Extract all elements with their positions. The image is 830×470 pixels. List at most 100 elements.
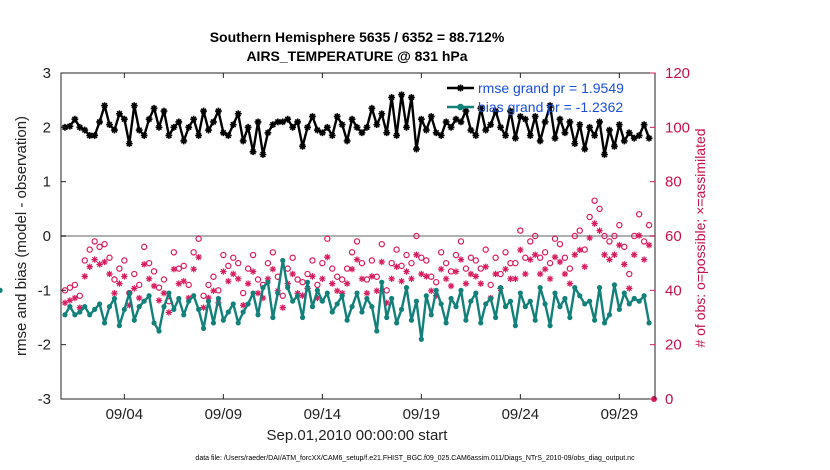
bias-point [275, 290, 281, 296]
obs-possible-marker [497, 270, 504, 278]
bias-point [557, 304, 563, 310]
obs-assimilated-marker [353, 256, 361, 263]
bias-point [596, 285, 603, 291]
bias-point [290, 298, 296, 304]
obs-possible-marker [230, 254, 237, 261]
bias-point [423, 293, 429, 299]
obs-possible-marker [566, 265, 574, 272]
obs-assimilated-marker [522, 270, 529, 278]
obs-possible-marker [363, 276, 371, 283]
rmse-point [536, 137, 544, 145]
y2-tick-label: 60 [665, 228, 682, 245]
rmse-point [135, 126, 143, 134]
bias-point [171, 306, 177, 312]
bias-point [230, 301, 236, 307]
rmse-point [185, 123, 193, 131]
obs-possible-marker [338, 276, 346, 283]
obs-possible-marker [556, 240, 564, 248]
rmse-point [244, 123, 252, 131]
obs-assimilated-marker [175, 280, 183, 287]
obs-possible-marker [487, 281, 494, 289]
obs-assimilated-marker [393, 263, 400, 270]
bias-point [606, 312, 613, 318]
obs-possible-marker [140, 243, 148, 251]
obs-possible-marker [314, 281, 321, 289]
legend-bias-marker [457, 103, 464, 111]
rmse-point [526, 132, 534, 139]
bias-point [369, 304, 375, 310]
obs-assimilated-marker [71, 294, 79, 302]
bias-point [220, 317, 226, 323]
obs-assimilated-marker [502, 265, 509, 273]
obs-assimilated-marker [254, 290, 262, 297]
obs-assimilated-marker [601, 251, 608, 258]
rmse-point [195, 132, 203, 139]
obs-assimilated-marker [334, 287, 341, 295]
obs-assimilated-marker [343, 280, 351, 287]
rmse-point [457, 118, 465, 126]
obs-assimilated-marker [314, 294, 321, 302]
rmse-point [205, 126, 212, 134]
rmse-point [482, 126, 490, 134]
chart-subtitle: AIRS_TEMPERATURE @ 831 hPa [246, 48, 467, 64]
bias-point [389, 295, 395, 302]
y2-tick-label: 0 [665, 391, 673, 408]
bias-point [384, 314, 390, 321]
obs-assimilated-marker [155, 297, 163, 304]
rmse-point [219, 129, 227, 137]
bias-point [141, 298, 147, 304]
obs-possible-marker [76, 292, 84, 299]
obs-assimilated-marker [81, 273, 88, 280]
bias-point [552, 290, 558, 296]
obs-possible-marker [155, 284, 163, 291]
bias-point [542, 301, 548, 307]
obs-assimilated-marker [586, 234, 593, 242]
bias-point [379, 279, 385, 285]
rmse-point [551, 134, 559, 142]
rmse-point [472, 132, 480, 139]
rmse-point [611, 142, 618, 150]
obs-possible-marker [195, 235, 202, 242]
rmse-point [635, 132, 643, 139]
obs-assimilated-marker [86, 263, 93, 270]
obs-assimilated-marker [561, 270, 569, 278]
rmse-point [561, 129, 569, 137]
obs-possible-marker [606, 238, 613, 245]
obs-possible-marker [581, 246, 588, 253]
rmse-point [200, 107, 207, 115]
obs-assimilated-marker [368, 273, 376, 280]
obs-possible-marker [640, 238, 648, 245]
bias-point [116, 323, 123, 329]
bias-point [101, 320, 108, 326]
rmse-point [353, 123, 361, 131]
obs-possible-marker [145, 259, 153, 267]
bias-point [77, 309, 83, 315]
bias-point [285, 285, 291, 291]
rmse-point [601, 151, 608, 158]
rmse-point [546, 102, 554, 109]
rmse-point [467, 126, 475, 134]
bias-point [0, 287, 3, 293]
obs-assimilated-marker [566, 280, 574, 287]
obs-assimilated-marker [165, 309, 173, 316]
rmse-point [318, 129, 326, 137]
obs-assimilated-marker [289, 270, 296, 278]
obs-possible-marker [551, 235, 559, 242]
rmse-point [130, 102, 138, 109]
obs-assimilated-marker [126, 302, 133, 309]
rmse-point [81, 126, 89, 134]
obs-assimilated-marker [116, 280, 123, 287]
bias-point [458, 287, 464, 293]
footnote: data file: /Users/raeder/DAI/ATM_forcXX/… [195, 455, 635, 462]
rmse-point [299, 142, 306, 150]
obs-assimilated-marker [329, 280, 336, 287]
bias-point [329, 309, 335, 315]
rmse-point [264, 129, 272, 137]
obs-possible-marker [428, 273, 435, 280]
obs-possible-marker [81, 257, 88, 264]
rmse-point [150, 104, 158, 112]
obs-possible-marker [244, 265, 252, 272]
rmse-point [210, 118, 217, 126]
y-tick-label: -3 [38, 391, 51, 408]
